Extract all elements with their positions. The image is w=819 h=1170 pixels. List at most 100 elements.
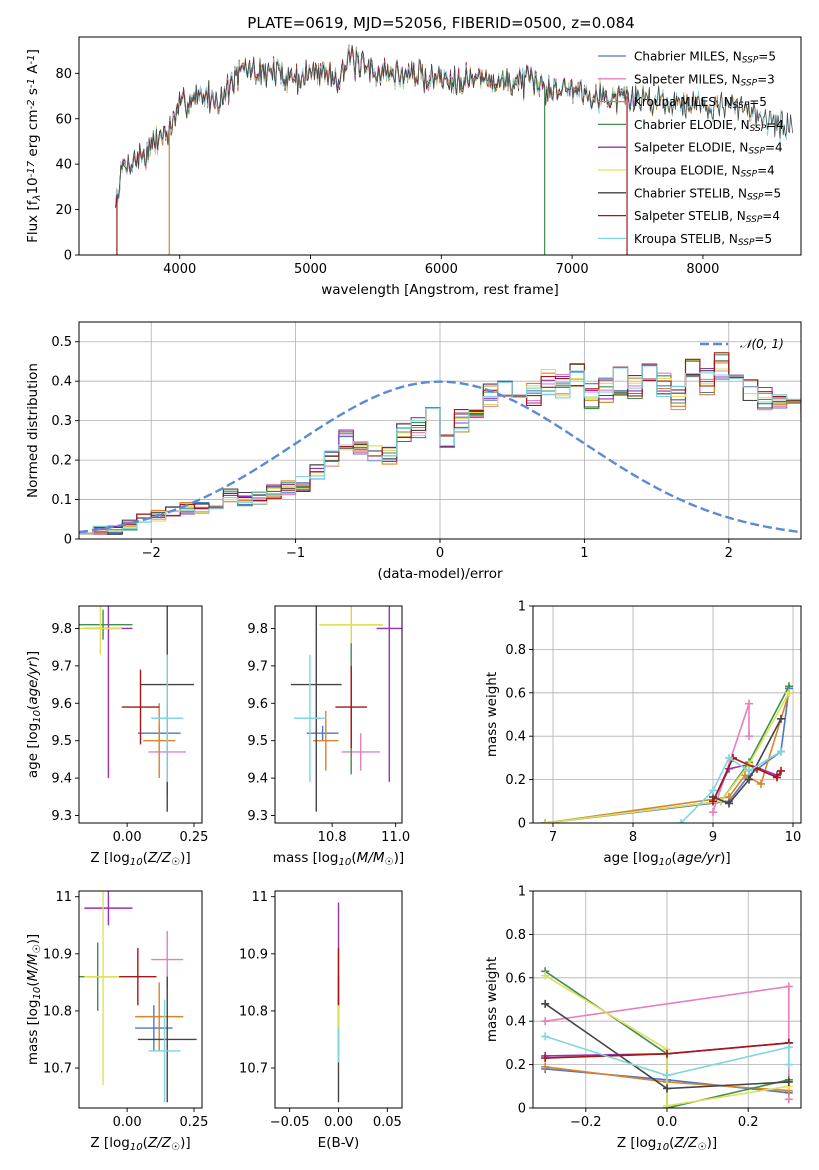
y-tick-label: 0.5 (51, 335, 72, 350)
weight-vs-z-ylabel: mass weight (484, 957, 500, 1042)
series-marker (784, 1043, 793, 1052)
legend-entry: Salpeter ELODIE, NSSP=4 (634, 141, 783, 157)
y-tick-label: 9.3 (51, 809, 72, 824)
weight-series (709, 714, 785, 808)
y-tick-label: 9.3 (247, 809, 268, 824)
errorbar-point (151, 654, 184, 782)
series-marker (784, 1060, 793, 1069)
age-vs-mass-frame (274, 605, 403, 824)
legend-entry: Kroupa MILES, NSSP=5 (634, 95, 767, 111)
mass-vs-ebv-axes: −0.05 0.00 0.05 10.7 10.8 10.9 11 E(B-V) (239, 890, 402, 1151)
x-tick-label: 0.00 (113, 1115, 142, 1130)
legend-entry: Kroupa ELODIE, NSSP=4 (634, 164, 775, 180)
y-tick-label: 10.9 (43, 947, 72, 962)
errorbar-point (137, 976, 197, 1103)
x-tick-label: 8000 (686, 262, 719, 277)
y-tick-label: 9.5 (51, 734, 72, 749)
y-tick-label: 0.6 (505, 686, 526, 701)
residuals-frame (78, 321, 802, 540)
y-tick-label: 0.4 (505, 730, 526, 745)
x-tick-label: 10 (785, 830, 802, 845)
histogram-series (79, 360, 801, 535)
chart-panels: 4000 5000 6000 7000 8000020406080wavelength … (25, 36, 802, 1153)
errorbar-point (148, 999, 181, 1103)
weight-vs-z-series (541, 967, 793, 1108)
y-tick-label: 11 (55, 890, 72, 905)
x-tick-label: 9 (709, 830, 717, 845)
series-marker (541, 1032, 550, 1041)
y-tick-label: 0.4 (51, 375, 72, 390)
y-tick-label: 1 (518, 600, 526, 615)
series-marker (745, 766, 753, 775)
series-marker (663, 1071, 671, 1080)
y-tick-label: 9.6 (247, 697, 268, 712)
x-tick-label: −0.05 (270, 1115, 310, 1130)
x-tick-label: 0 (436, 546, 444, 561)
errorbar-point (294, 654, 326, 782)
weight-series (541, 1038, 793, 1063)
spectrum-ylabel: Flux [fλ10-17 erg cm-2 s-1 A-1] (25, 49, 43, 243)
y-tick-label: 10.9 (239, 947, 268, 962)
errorbar-point (306, 725, 339, 741)
weight-series (709, 753, 785, 806)
weight-series (677, 747, 785, 823)
series-marker (757, 779, 765, 788)
x-tick-label: 2 (725, 546, 733, 561)
y-tick-label: 0.2 (505, 773, 526, 788)
age-vs-z-axes: 0.00 0.25 9.3 9.4 9.5 9.6 9.7 9.8 Z [log10(Z/Z☉)… (25, 622, 208, 868)
series-marker (541, 819, 549, 823)
y-tick-label: 60 (55, 112, 72, 127)
series-marker (741, 771, 749, 780)
y-tick-label: 0.8 (505, 928, 526, 943)
mass-vs-z-points (79, 891, 197, 1103)
x-tick-label: −2 (142, 546, 161, 561)
y-tick-label: 0 (518, 1102, 526, 1117)
series-marker (663, 1084, 671, 1093)
spectrum-lines (115, 44, 793, 255)
y-tick-label: 9.8 (51, 622, 72, 637)
series-marker (777, 714, 785, 723)
age-vs-mass-xlabel: mass [log10(M/M☉)] (273, 850, 404, 868)
age-vs-z-xlabel: Z [log10(Z/Z☉)] (90, 850, 190, 868)
series-marker (709, 797, 717, 806)
errorbar-point (319, 606, 383, 644)
mass-vs-z-frame (78, 890, 203, 1109)
y-tick-label: 0.3 (51, 414, 72, 429)
x-tick-label: 0.05 (373, 1115, 402, 1130)
errorbar-point (376, 606, 402, 782)
legend-entry: Chabrier ELODIE, NSSP=4 (634, 118, 784, 134)
series-marker (541, 1017, 550, 1026)
series-marker (745, 775, 753, 784)
y-tick-label: 0.2 (51, 454, 72, 469)
series-line (544, 1035, 790, 1077)
errorbar-point (313, 710, 339, 771)
x-tick-label: 0.0 (657, 1115, 678, 1130)
mass-vs-z-ylabel: mass [log10(M/M☉)] (25, 934, 43, 1065)
y-tick-label: 0.6 (505, 971, 526, 986)
y-tick-label: 0 (518, 817, 526, 832)
errorbar-point (341, 733, 380, 771)
y-tick-label: 40 (55, 158, 72, 173)
x-tick-label: 1 (580, 546, 588, 561)
y-tick-label: 9.4 (51, 772, 72, 787)
spectrum-frame (78, 36, 802, 256)
series-marker (541, 1054, 550, 1063)
series-marker (541, 1062, 550, 1071)
y-tick-label: 10.8 (43, 1004, 72, 1019)
y-tick-label: 9.7 (247, 659, 268, 674)
legend-entry: Salpeter MILES, NSSP=3 (634, 72, 775, 88)
x-tick-label: 10.8 (318, 830, 347, 845)
series-line (544, 692, 790, 823)
series-marker (745, 699, 753, 708)
legend-entry: Chabrier MILES, NSSP=5 (634, 50, 776, 66)
residuals-ylabel: Normed distribution (25, 363, 41, 498)
y-tick-label: 9.8 (247, 622, 268, 637)
series-marker (541, 971, 550, 980)
errorbar-point (84, 891, 133, 926)
y-tick-label: 10.8 (239, 1004, 268, 1019)
series-marker (784, 982, 793, 991)
weight-vs-age-series (541, 682, 793, 823)
series-line (712, 718, 782, 805)
